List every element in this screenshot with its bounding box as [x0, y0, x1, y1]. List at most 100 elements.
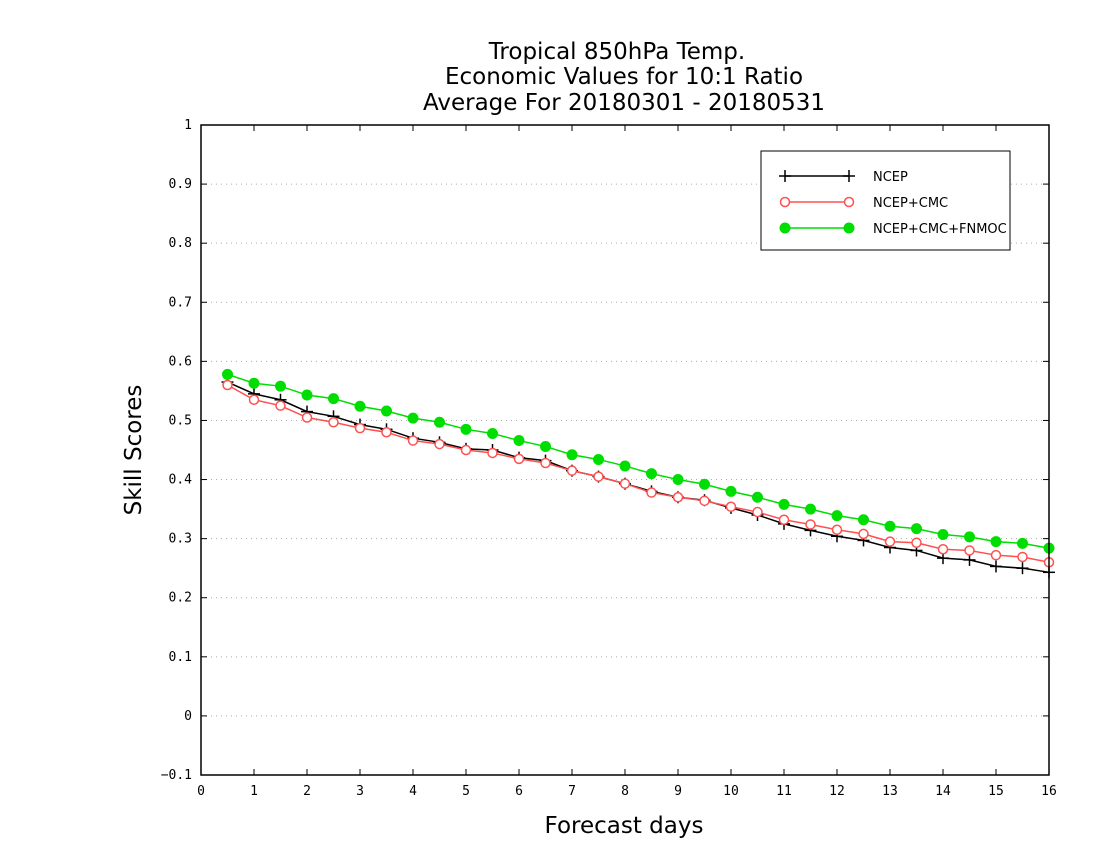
axis-ticks: −0.100.10.20.30.40.50.60.70.80.910 1 2 3 4 5 6…: [161, 118, 1057, 799]
legend-marker: [843, 222, 855, 234]
data-point: [990, 549, 1002, 561]
x-axis-label: Forecast days: [545, 813, 704, 839]
legend-marker: [779, 170, 791, 182]
x-tick-label: 9: [674, 784, 682, 799]
y-tick-label: 0.6: [169, 354, 192, 369]
series-line: [227, 373, 1050, 549]
data-point: [752, 491, 763, 503]
legend-marker: [779, 196, 791, 208]
data-point: [487, 427, 498, 439]
x-tick-label: 0: [197, 784, 205, 799]
data-point: [646, 487, 657, 498]
x-tick-label: 4: [409, 784, 417, 799]
data-point: [778, 514, 790, 525]
data-point: [1016, 562, 1029, 575]
data-point: [222, 368, 233, 380]
x-tick-label: 15: [988, 784, 1004, 799]
y-tick-label: 0: [184, 709, 192, 724]
data-point: [990, 560, 1002, 573]
data-point: [699, 478, 710, 490]
data-point: [964, 531, 975, 543]
y-tick-label: 1: [184, 118, 192, 133]
y-tick-label: −0.1: [161, 768, 192, 783]
legend-marker: [779, 222, 791, 234]
y-tick-label: 0.1: [169, 650, 192, 665]
x-tick-label: 10: [723, 784, 739, 799]
data-point: [301, 412, 313, 423]
data-point: [275, 400, 286, 411]
data-point: [884, 520, 896, 532]
data-point: [619, 478, 631, 489]
y-axis-label: Skill Scores: [121, 385, 147, 516]
series-ncep: [221, 376, 1055, 579]
data-point: [990, 536, 1002, 548]
data-point: [831, 510, 843, 522]
legend-label: NCEP: [873, 170, 908, 185]
data-point: [407, 435, 419, 446]
series-line: [227, 381, 1050, 574]
data-point: [434, 416, 445, 428]
plot-frame: [200, 124, 1050, 776]
legend-item: NCEP+CMC: [779, 196, 948, 211]
grid: [201, 183, 1049, 717]
data-point: [963, 553, 976, 566]
legend-item: NCEP+CMC+FNMOC: [779, 222, 1007, 237]
data-point: [354, 422, 366, 434]
data-point: [487, 447, 498, 459]
series-ncep-cmc: [222, 379, 1055, 568]
legend-label: NCEP+CMC: [873, 196, 948, 211]
x-tick-label: 11: [776, 784, 792, 799]
data-point: [831, 524, 843, 536]
data-point: [937, 529, 949, 540]
data-point: [354, 400, 366, 412]
title-line-2: Economic Values for 10:1 Ratio: [445, 64, 803, 90]
data-point: [1017, 551, 1028, 563]
data-point: [672, 474, 684, 486]
chart-title: Tropical 850hPa Temp. Economic Values fo…: [423, 39, 825, 116]
series-layer: [221, 368, 1055, 579]
data-point: [460, 423, 472, 435]
data-point: [778, 498, 790, 510]
data-point: [1017, 537, 1028, 549]
data-point: [222, 379, 233, 391]
data-point: [381, 427, 392, 438]
legend-marker: [843, 196, 855, 208]
legend-label: NCEP+CMC+FNMOC: [873, 222, 1007, 237]
data-point: [248, 394, 260, 406]
data-point: [911, 537, 922, 549]
data-point: [460, 444, 472, 456]
x-tick-label: 12: [829, 784, 845, 799]
x-tick-label: 13: [882, 784, 898, 799]
data-point: [699, 495, 710, 507]
x-tick-label: 5: [462, 784, 470, 799]
series-line: [227, 384, 1050, 564]
data-point: [328, 393, 339, 405]
x-tick-label: 1: [250, 784, 258, 799]
data-point: [513, 453, 525, 465]
x-tick-label: 16: [1041, 784, 1057, 799]
data-point: [805, 519, 816, 530]
data-point: [858, 528, 869, 540]
legend-marker: [843, 170, 855, 182]
data-point: [540, 440, 551, 452]
data-point: [540, 457, 551, 469]
y-tick-label: 0.9: [169, 177, 192, 192]
data-point: [593, 453, 604, 465]
legend-box: [760, 150, 1011, 251]
x-tick-label: 3: [356, 784, 364, 799]
data-point: [381, 405, 392, 417]
x-tick-label: 8: [621, 784, 629, 799]
data-point: [884, 536, 896, 547]
y-tick-label: 0.5: [169, 413, 192, 428]
y-tick-label: 0.7: [169, 295, 192, 310]
data-point: [646, 468, 657, 480]
data-point: [275, 380, 286, 392]
data-point: [619, 460, 631, 472]
x-tick-label: 2: [303, 784, 311, 799]
x-tick-label: 6: [515, 784, 523, 799]
data-point: [407, 412, 419, 424]
data-point: [434, 438, 445, 450]
y-tick-label: 0.8: [169, 236, 192, 251]
data-point: [513, 435, 525, 447]
